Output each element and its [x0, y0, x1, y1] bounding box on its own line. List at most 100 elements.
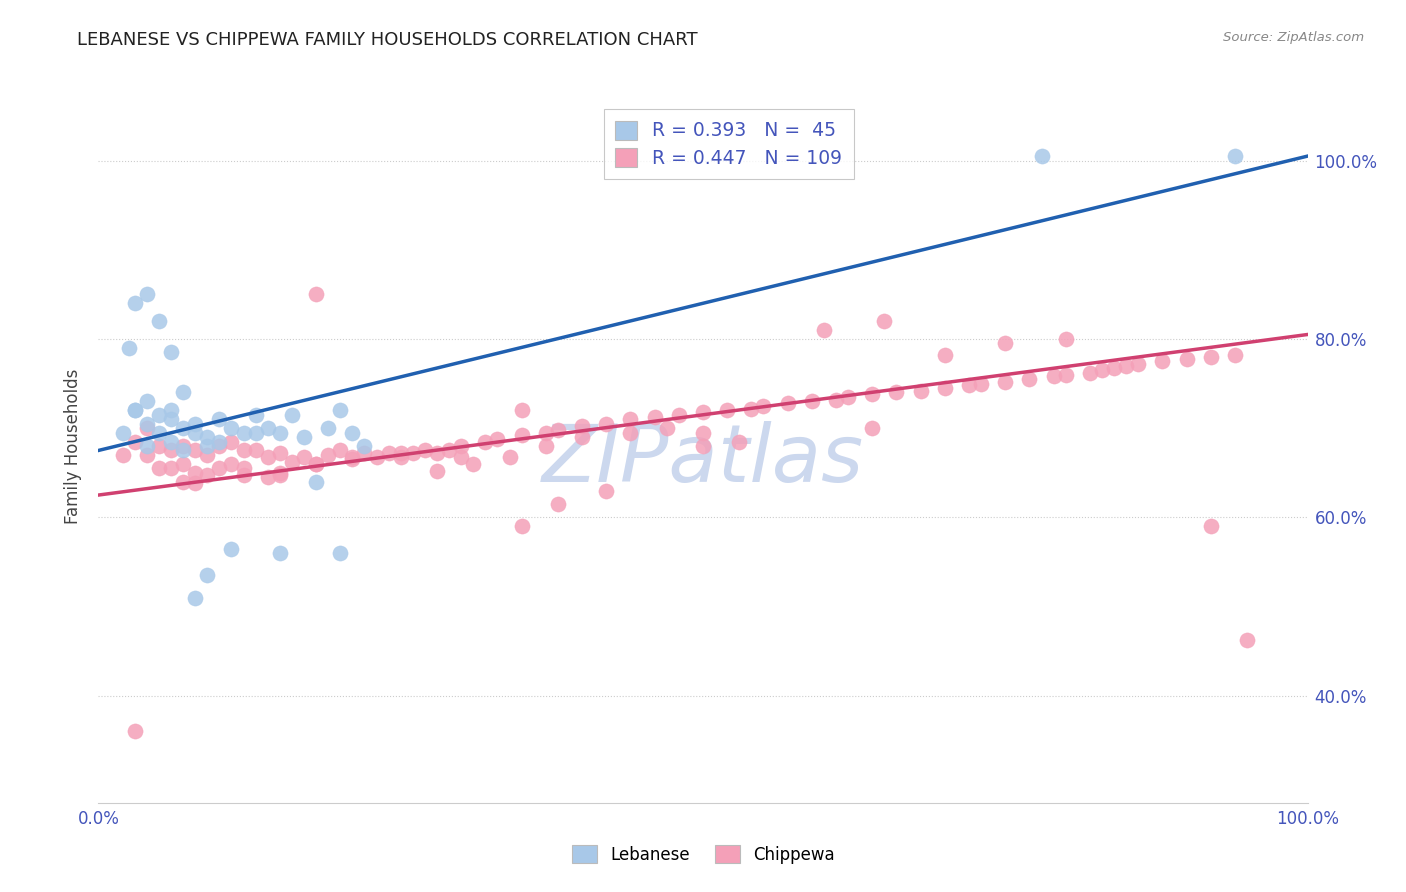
Point: [1102, 360, 1125, 375]
Point: [1054, 368, 1077, 382]
Point: [269, 467, 291, 482]
Point: [160, 403, 183, 417]
Point: [172, 475, 194, 489]
Point: [813, 323, 835, 337]
Point: [135, 417, 157, 431]
Point: [172, 385, 194, 400]
Point: [281, 408, 304, 422]
Point: [124, 724, 146, 739]
Point: [245, 408, 267, 422]
Point: [463, 457, 485, 471]
Point: [245, 425, 267, 440]
Point: [160, 412, 183, 426]
Point: [547, 423, 569, 437]
Point: [305, 457, 328, 471]
Point: [208, 412, 231, 426]
Point: [269, 546, 291, 560]
Point: [292, 450, 315, 464]
Point: [292, 430, 315, 444]
Point: [1078, 366, 1101, 380]
Point: [184, 443, 207, 458]
Point: [571, 419, 593, 434]
Point: [208, 434, 231, 449]
Point: [668, 408, 690, 422]
Point: [281, 455, 304, 469]
Point: [124, 434, 146, 449]
Point: [342, 425, 364, 440]
Point: [510, 519, 533, 533]
Point: [305, 475, 328, 489]
Point: [486, 432, 509, 446]
Point: [426, 446, 449, 460]
Point: [124, 296, 146, 310]
Point: [256, 421, 278, 435]
Point: [437, 443, 460, 458]
Point: [305, 287, 328, 301]
Point: [232, 443, 254, 458]
Point: [957, 378, 980, 392]
Point: [474, 434, 496, 449]
Point: [692, 405, 714, 419]
Point: [1175, 351, 1198, 366]
Point: [389, 450, 412, 464]
Point: [148, 461, 170, 475]
Point: [195, 439, 218, 453]
Point: [934, 381, 956, 395]
Point: [1091, 363, 1114, 377]
Point: [208, 439, 231, 453]
Point: [860, 387, 883, 401]
Point: [221, 541, 243, 556]
Point: [692, 439, 714, 453]
Point: [329, 443, 352, 458]
Point: [534, 439, 557, 453]
Point: [184, 476, 207, 491]
Point: [160, 461, 183, 475]
Point: [547, 497, 569, 511]
Point: [910, 384, 932, 398]
Point: [837, 390, 859, 404]
Point: [1223, 149, 1246, 163]
Text: LEBANESE VS CHIPPEWA FAMILY HOUSEHOLDS CORRELATION CHART: LEBANESE VS CHIPPEWA FAMILY HOUSEHOLDS C…: [77, 31, 697, 49]
Point: [172, 421, 194, 435]
Point: [195, 448, 218, 462]
Point: [353, 439, 375, 453]
Point: [184, 417, 207, 431]
Point: [329, 546, 352, 560]
Point: [510, 403, 533, 417]
Point: [269, 466, 291, 480]
Point: [195, 467, 218, 482]
Point: [342, 450, 364, 464]
Point: [124, 403, 146, 417]
Point: [160, 443, 183, 458]
Text: Source: ZipAtlas.com: Source: ZipAtlas.com: [1223, 31, 1364, 45]
Point: [135, 421, 157, 435]
Point: [118, 341, 141, 355]
Point: [1054, 332, 1077, 346]
Point: [305, 457, 328, 471]
Point: [426, 464, 449, 478]
Point: [752, 399, 775, 413]
Point: [498, 450, 520, 464]
Point: [245, 443, 267, 458]
Point: [148, 314, 170, 328]
Point: [873, 314, 896, 328]
Point: [800, 394, 823, 409]
Point: [135, 287, 157, 301]
Point: [366, 450, 388, 464]
Point: [413, 443, 436, 458]
Point: [389, 446, 412, 460]
Point: [232, 461, 254, 475]
Point: [256, 450, 278, 464]
Point: [450, 450, 472, 464]
Point: [692, 425, 714, 440]
Point: [148, 439, 170, 453]
Point: [450, 439, 472, 453]
Point: [172, 457, 194, 471]
Point: [221, 421, 243, 435]
Point: [510, 428, 533, 442]
Point: [342, 452, 364, 467]
Point: [269, 446, 291, 460]
Point: [148, 425, 170, 440]
Point: [886, 385, 908, 400]
Point: [353, 446, 375, 460]
